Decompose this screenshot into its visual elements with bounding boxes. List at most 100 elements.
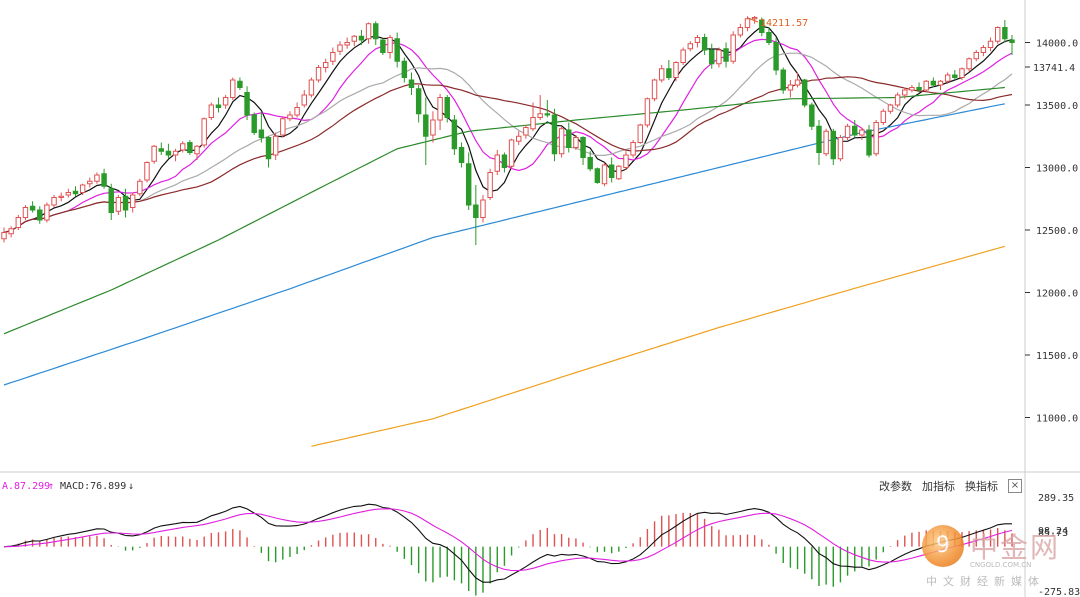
candle-body bbox=[301, 94, 307, 106]
candle-body bbox=[8, 228, 14, 235]
candle bbox=[1, 227, 7, 243]
macd-tick-label: 98.24 bbox=[1038, 526, 1068, 537]
price-axis: 14000.0 13500.0 13000.0 12500.0 12000.0 11500… bbox=[1025, 39, 1078, 425]
candle-body bbox=[816, 125, 822, 153]
candle-body bbox=[115, 197, 122, 212]
candle bbox=[308, 77, 315, 98]
candle bbox=[987, 37, 994, 52]
candle-body bbox=[994, 27, 1001, 42]
candle bbox=[737, 23, 744, 38]
candle-body bbox=[272, 135, 279, 156]
candle bbox=[516, 131, 522, 145]
candle-body bbox=[165, 150, 172, 156]
candle bbox=[580, 136, 586, 165]
candle-body bbox=[58, 195, 64, 198]
candle bbox=[873, 120, 879, 157]
candle bbox=[165, 143, 172, 159]
macd-tick-label: 289.35 bbox=[1038, 493, 1074, 504]
candle-body bbox=[87, 180, 93, 185]
current-price-label: 13741.4 bbox=[1033, 63, 1075, 74]
candle-body bbox=[866, 129, 872, 156]
candle bbox=[65, 188, 72, 198]
candle-body bbox=[401, 60, 408, 78]
candle-body bbox=[637, 124, 643, 143]
candle-body bbox=[959, 68, 965, 78]
candle bbox=[658, 65, 665, 83]
candle bbox=[944, 72, 951, 84]
logo-icon: 9 bbox=[922, 525, 964, 567]
candle bbox=[1002, 20, 1008, 43]
candle bbox=[1009, 35, 1015, 55]
candle bbox=[887, 103, 894, 114]
candle-body bbox=[330, 52, 336, 62]
price-tick-label: 11000.0 bbox=[1036, 414, 1078, 425]
candle bbox=[137, 178, 143, 197]
ma5-line bbox=[3, 25, 1013, 234]
candle-body bbox=[737, 27, 744, 36]
candlesticks bbox=[1, 16, 1015, 245]
candle bbox=[809, 102, 815, 130]
candle bbox=[930, 77, 937, 88]
candle-body bbox=[844, 125, 851, 138]
candle-body bbox=[573, 137, 579, 148]
candle-body bbox=[158, 148, 164, 152]
candle-body bbox=[337, 44, 343, 52]
candle-body bbox=[322, 62, 329, 68]
ma250-line bbox=[311, 245, 1006, 447]
candle-body bbox=[480, 199, 486, 218]
candle bbox=[215, 97, 222, 113]
candle bbox=[780, 67, 786, 94]
ma10-line bbox=[3, 38, 1013, 234]
candle-body bbox=[516, 135, 522, 142]
candle-body bbox=[44, 204, 50, 221]
candle bbox=[115, 195, 122, 215]
candle-body bbox=[873, 122, 879, 155]
candle-body bbox=[444, 97, 450, 118]
candle-body bbox=[315, 67, 322, 81]
candle bbox=[108, 183, 114, 220]
candle bbox=[330, 47, 336, 65]
candle-body bbox=[101, 173, 107, 187]
candle-body bbox=[222, 97, 229, 106]
candle bbox=[487, 168, 493, 200]
candle-body bbox=[916, 87, 922, 91]
switch-indicator-button[interactable]: 换指标 bbox=[965, 480, 998, 493]
candle bbox=[894, 92, 901, 108]
candle-body bbox=[894, 94, 901, 106]
candle bbox=[794, 72, 801, 88]
close-indicator-button[interactable]: × bbox=[1008, 479, 1022, 493]
candle-body bbox=[852, 125, 858, 136]
candle bbox=[530, 102, 536, 132]
candle bbox=[29, 201, 36, 213]
add-indicator-button[interactable]: 加指标 bbox=[922, 480, 955, 493]
candle bbox=[301, 90, 307, 108]
candle bbox=[601, 162, 608, 187]
candle bbox=[730, 31, 736, 64]
candle-body bbox=[658, 68, 665, 81]
candle-body bbox=[237, 80, 243, 88]
candle-body bbox=[308, 79, 315, 96]
candle bbox=[937, 80, 944, 90]
candle-body bbox=[744, 18, 751, 28]
candle bbox=[408, 72, 415, 95]
candle bbox=[494, 150, 500, 175]
candle-body bbox=[1009, 39, 1015, 43]
candle bbox=[401, 57, 408, 83]
candle bbox=[973, 50, 979, 62]
candle-body bbox=[1, 232, 7, 240]
candle bbox=[287, 111, 293, 122]
candle-body bbox=[987, 40, 994, 48]
change-params-button[interactable]: 改参数 bbox=[879, 480, 912, 493]
candle bbox=[237, 77, 243, 90]
candle bbox=[351, 35, 358, 47]
ma20-line bbox=[3, 52, 1013, 234]
candle-body bbox=[780, 69, 786, 91]
candle-body bbox=[465, 163, 472, 206]
candle-body bbox=[530, 117, 536, 130]
candle-body bbox=[287, 114, 293, 120]
candle-body bbox=[187, 142, 193, 153]
candle-body bbox=[15, 217, 22, 228]
candle bbox=[129, 192, 136, 213]
candle-body bbox=[887, 104, 894, 112]
candle bbox=[194, 145, 200, 160]
